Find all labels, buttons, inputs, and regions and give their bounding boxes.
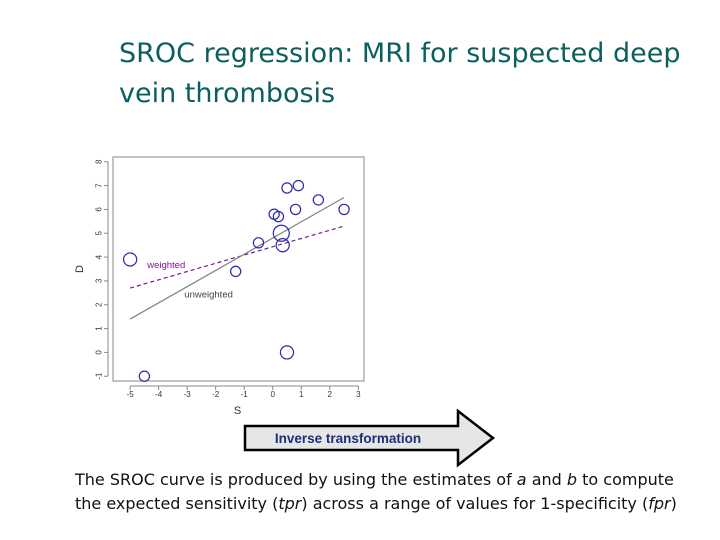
y-tick-label: -1 <box>95 372 104 380</box>
study-point <box>272 224 290 242</box>
y-axis-label: D <box>74 265 86 273</box>
caption-var-a: a <box>516 470 527 489</box>
x-tick-label: -3 <box>184 390 192 399</box>
caption-text-4: the expected sensitivity ( <box>75 494 279 513</box>
x-tick-label: 2 <box>328 390 333 399</box>
x-tick-label: -1 <box>241 390 249 399</box>
y-tick-label: 1 <box>95 326 104 331</box>
weighted-line-label: weighted <box>146 260 185 271</box>
arrow-label: Inverse transformation <box>275 431 421 446</box>
caption-var-tpr: tpr <box>278 494 302 513</box>
unweighted-regression-line <box>129 196 345 320</box>
unweighted-line-label: unweighted <box>184 290 233 301</box>
y-tick-label: 8 <box>95 159 104 164</box>
slide-title: SROC regression: MRI for suspected deep … <box>119 34 699 114</box>
weighted-regression-line <box>129 225 345 289</box>
study-point <box>338 203 350 216</box>
y-tick-label: 7 <box>95 183 104 188</box>
caption-text-6: ) <box>670 494 677 513</box>
x-axis-label: S <box>234 405 241 417</box>
y-tick-label: 0 <box>95 350 104 355</box>
study-point <box>292 179 305 192</box>
study-point <box>312 194 325 206</box>
study-point <box>272 210 285 223</box>
x-tick-label: -5 <box>127 390 135 399</box>
study-point <box>138 370 151 382</box>
plot-frame <box>112 156 365 382</box>
caption-var-fpr: fpr <box>648 494 671 513</box>
x-tick-label: 0 <box>271 390 276 399</box>
caption: The SROC curve is produced by using the … <box>75 468 715 516</box>
x-tick-label: 3 <box>356 390 361 399</box>
y-tick-label: 3 <box>95 278 104 283</box>
inverse-transformation-arrow: Inverse transformation <box>243 408 496 468</box>
x-tick-label: 1 <box>299 390 304 399</box>
caption-text-2: and <box>526 470 567 489</box>
y-tick-label: 4 <box>95 254 104 259</box>
caption-text-3: to compute <box>577 470 674 489</box>
study-point <box>229 265 242 278</box>
y-tick-label: 6 <box>95 207 104 212</box>
x-tick-label: -2 <box>212 390 220 399</box>
y-tick-label: 2 <box>95 302 104 307</box>
caption-var-b: b <box>566 470 578 489</box>
caption-text-1: The SROC curve is produced by using the … <box>75 470 517 489</box>
study-point <box>289 203 302 216</box>
x-tick-label: -4 <box>155 390 163 399</box>
slide-title-line-2: vein thrombosis <box>119 78 336 109</box>
y-tick-label: 5 <box>95 230 104 235</box>
slide-title-line-1: SROC regression: MRI for suspected deep <box>119 38 681 69</box>
study-point <box>281 182 293 194</box>
study-point <box>252 237 265 249</box>
study-point <box>279 345 295 360</box>
arrow-shape <box>243 408 496 468</box>
study-point <box>122 252 138 267</box>
study-point <box>275 238 290 253</box>
caption-text-5: ) across a range of values for 1-specifi… <box>301 494 649 513</box>
